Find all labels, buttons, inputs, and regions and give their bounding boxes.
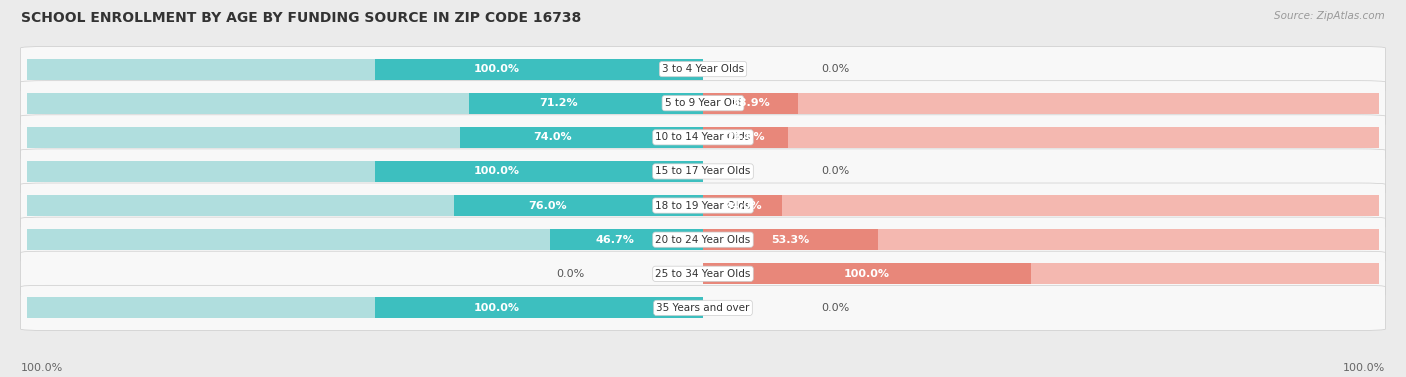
FancyBboxPatch shape (21, 81, 1385, 126)
Text: 100.0%: 100.0% (474, 303, 519, 313)
Bar (27, 195, 703, 216)
Text: 18 to 19 Year Olds: 18 to 19 Year Olds (655, 201, 751, 211)
FancyBboxPatch shape (21, 285, 1385, 330)
Text: 100.0%: 100.0% (1343, 363, 1385, 373)
Text: 74.0%: 74.0% (533, 132, 572, 143)
Bar (375, 58, 703, 80)
Bar (703, 263, 1379, 284)
Bar (703, 195, 1379, 216)
Text: 28.9%: 28.9% (731, 98, 769, 108)
Bar (375, 297, 703, 319)
Text: 10 to 14 Year Olds: 10 to 14 Year Olds (655, 132, 751, 143)
Bar (27, 297, 703, 319)
FancyBboxPatch shape (21, 149, 1385, 194)
Text: 3 to 4 Year Olds: 3 to 4 Year Olds (662, 64, 744, 74)
Bar (27, 229, 703, 250)
Text: 100.0%: 100.0% (21, 363, 63, 373)
Text: 20 to 24 Year Olds: 20 to 24 Year Olds (655, 234, 751, 245)
Text: 0.0%: 0.0% (821, 64, 849, 74)
Bar (703, 127, 789, 148)
FancyBboxPatch shape (21, 251, 1385, 296)
Text: 15 to 17 Year Olds: 15 to 17 Year Olds (655, 166, 751, 176)
Text: 26.0%: 26.0% (727, 132, 765, 143)
Bar (703, 93, 797, 114)
Bar (454, 195, 703, 216)
Text: 53.3%: 53.3% (772, 234, 810, 245)
Bar (27, 161, 703, 182)
Text: 25 to 34 Year Olds: 25 to 34 Year Olds (655, 269, 751, 279)
Bar (703, 195, 782, 216)
Bar (470, 93, 703, 114)
Bar (703, 263, 1031, 284)
Text: 0.0%: 0.0% (557, 269, 585, 279)
FancyBboxPatch shape (21, 217, 1385, 262)
Bar (27, 58, 703, 80)
Text: 100.0%: 100.0% (474, 166, 519, 176)
Bar (703, 229, 877, 250)
Text: SCHOOL ENROLLMENT BY AGE BY FUNDING SOURCE IN ZIP CODE 16738: SCHOOL ENROLLMENT BY AGE BY FUNDING SOUR… (21, 11, 581, 25)
Text: 46.7%: 46.7% (596, 234, 634, 245)
Bar (703, 93, 1379, 114)
Bar (375, 161, 703, 182)
FancyBboxPatch shape (21, 183, 1385, 228)
Text: 100.0%: 100.0% (844, 269, 890, 279)
Bar (703, 127, 1379, 148)
Text: 76.0%: 76.0% (529, 201, 567, 211)
FancyBboxPatch shape (21, 115, 1385, 160)
Text: 35 Years and over: 35 Years and over (657, 303, 749, 313)
Text: Source: ZipAtlas.com: Source: ZipAtlas.com (1274, 11, 1385, 21)
Text: 5 to 9 Year Old: 5 to 9 Year Old (665, 98, 741, 108)
Bar (460, 127, 703, 148)
Text: 0.0%: 0.0% (821, 166, 849, 176)
Text: 0.0%: 0.0% (821, 303, 849, 313)
FancyBboxPatch shape (21, 47, 1385, 92)
Bar (27, 93, 703, 114)
Bar (703, 229, 1379, 250)
Bar (27, 127, 703, 148)
Text: 100.0%: 100.0% (474, 64, 519, 74)
Text: 71.2%: 71.2% (540, 98, 578, 108)
Bar (550, 229, 703, 250)
Text: 24.0%: 24.0% (723, 201, 762, 211)
